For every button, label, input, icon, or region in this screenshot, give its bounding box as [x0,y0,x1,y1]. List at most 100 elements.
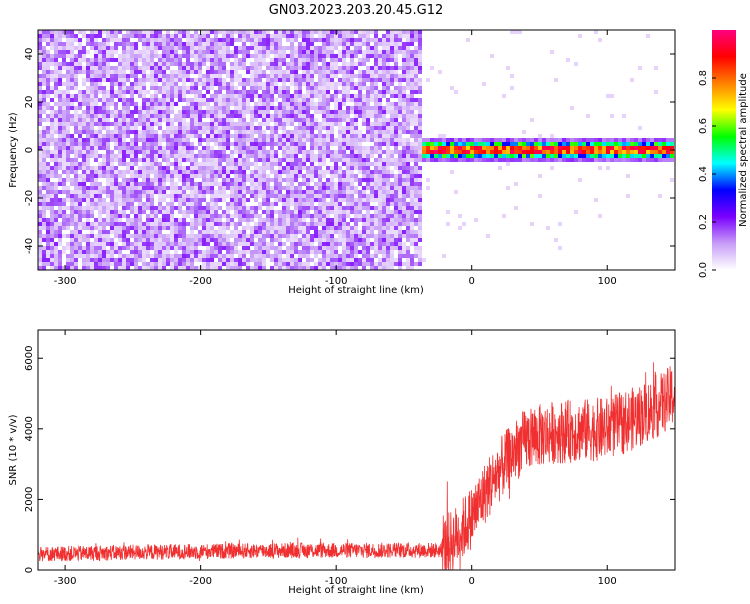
heatmap-cell [74,126,78,130]
heatmap-cell [222,38,226,42]
heatmap-cell [206,54,210,58]
heatmap-cell [246,134,250,138]
heatmap-cell [378,110,382,114]
heatmap-cell [410,86,414,90]
heatmap-cell [86,118,90,122]
heatmap-cell [378,178,382,182]
heatmap-cell [46,130,50,134]
heatmap-cell [94,54,98,58]
heatmap-cell [114,206,118,210]
heatmap-cell [110,222,114,226]
heatmap-cell [318,70,322,74]
heatmap-cell [158,238,162,242]
heatmap-cell [106,214,110,218]
heatmap-cell [214,106,218,110]
heatmap-cell [358,70,362,74]
heatmap-cell [350,58,354,62]
heatmap-cell [190,150,194,154]
heatmap-cell [290,146,294,150]
heatmap-cell [182,202,186,206]
heatmap-cell [90,70,94,74]
heatmap-cell [374,90,378,94]
heatmap-cell [238,258,242,262]
heatmap-cell [74,186,78,190]
heatmap-cell [58,174,62,178]
heatmap-cell [146,50,150,54]
heatmap-cell [290,170,294,174]
heatmap-cell [370,246,374,250]
heatmap-cell [338,110,342,114]
heatmap-cell [170,182,174,186]
heatmap-cell [158,226,162,230]
heatmap-cell [314,230,318,234]
heatmap-cell [230,110,234,114]
heatmap-cell [86,34,90,38]
heatmap-cell [342,218,346,222]
heatmap-cell [346,46,350,50]
heatmap-cell [202,102,206,106]
heatmap-cell [70,114,74,118]
heatmap-cell [298,190,302,194]
heatmap-cell [214,206,218,210]
heatmap-cell [266,190,270,194]
heatmap-cell [402,222,406,226]
heatmap-cell [54,130,58,134]
heatmap-cell [118,226,122,230]
heatmap-cell [354,158,358,162]
heatmap-cell [146,74,150,78]
heatmap-cell [298,118,302,122]
heatmap-cell [158,30,162,34]
heatmap-cell [290,122,294,126]
heatmap-cell [342,82,346,86]
heatmap-cell [238,262,242,266]
heatmap-cell [202,206,206,210]
heatmap-cell [158,74,162,78]
heatmap-cell [62,146,66,150]
heatmap-cell [62,122,66,126]
heatmap-cell [74,258,78,262]
heatmap-cell [342,258,346,262]
heatmap-cell [310,174,314,178]
heatmap-cell [50,90,54,94]
heatmap-cell [242,50,246,54]
heatmap-cell [382,198,386,202]
heatmap-cell [198,54,202,58]
heatmap-cell [194,170,198,174]
heatmap-cell [366,194,370,198]
heatmap-cell [274,98,278,102]
heatmap-cell [382,54,386,58]
heatmap-cell [266,246,270,250]
heatmap-cell [98,258,102,262]
heatmap-cell [370,234,374,238]
heatmap-cell [230,90,234,94]
heatmap-cell [122,262,126,266]
heatmap-cell [318,170,322,174]
heatmap-cell [166,62,170,66]
heatmap-cell [318,38,322,42]
heatmap-cell [218,194,222,198]
heatmap-cell [166,210,170,214]
heatmap-cell [318,198,322,202]
heatmap-cell [42,70,46,74]
heatmap-cell [270,226,274,230]
heatmap-cell [110,170,114,174]
heatmap-cell [194,146,198,150]
heatmap-cell [222,66,226,70]
heatmap-cell [38,142,42,146]
heatmap-cell [38,130,42,134]
heatmap-cell [370,258,374,262]
heatmap-cell [98,114,102,118]
heatmap-cell [38,82,42,86]
heatmap-cell [46,194,50,198]
heatmap-cell [150,86,154,90]
heatmap-cell [310,218,314,222]
heatmap-cell [186,238,190,242]
heatmap-cell [378,106,382,110]
heatmap-cell [366,158,370,162]
heatmap-cell [386,174,390,178]
heatmap-cell [94,266,98,270]
heatmap-cell [122,234,126,238]
heatmap-cell [218,174,222,178]
heatmap-cell [246,78,250,82]
heatmap-cell [46,190,50,194]
